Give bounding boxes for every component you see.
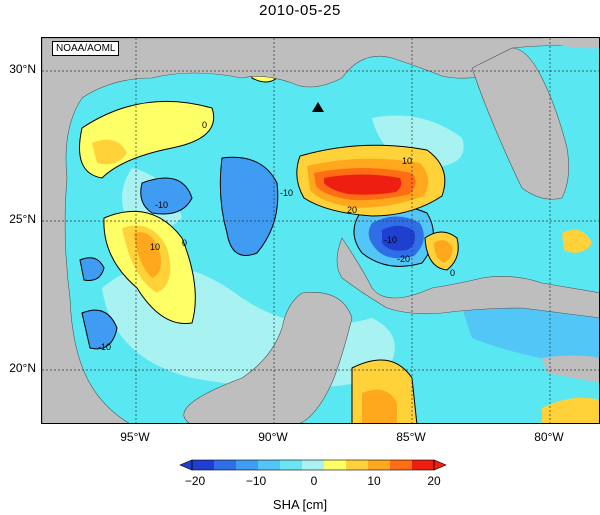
contour-label: 0 — [202, 120, 207, 130]
land-yucatan — [183, 292, 353, 423]
colorbar-cell — [346, 460, 369, 470]
lat-label: 30°N — [9, 62, 36, 76]
colorbar-cell — [214, 460, 237, 470]
colorbar-cell — [192, 460, 215, 470]
negative-region — [462, 296, 599, 368]
colorbar-right-arrow — [433, 459, 447, 471]
contour-label: 0 — [450, 268, 455, 278]
colorbar-cell — [302, 460, 325, 470]
contour-label: 20 — [347, 205, 357, 215]
positive-eddy — [562, 229, 592, 253]
colorbar-cell — [236, 460, 259, 470]
colorbar-cell — [324, 460, 347, 470]
contour-label: -10 — [98, 342, 111, 352]
lat-label: 25°N — [9, 212, 36, 226]
colorbar — [179, 459, 447, 471]
lon-label: 80°W — [534, 430, 564, 444]
colorbar-left-arrow — [179, 459, 193, 471]
contour-label: -10 — [280, 188, 293, 198]
colorbar-cell — [390, 460, 413, 470]
credit-label: NOAA/AOML — [52, 41, 120, 56]
positive-eddy-core — [92, 139, 127, 165]
land — [512, 38, 599, 49]
negative-eddy — [219, 156, 279, 256]
contour-label: 10 — [150, 242, 160, 252]
colorbar-tick: 0 — [310, 474, 318, 488]
contour-label: 10 — [402, 156, 412, 166]
contour-label: -20 — [397, 254, 410, 264]
positive-eddy-core — [134, 232, 161, 278]
lon-label: 90°W — [258, 430, 288, 444]
land-mexico-us — [42, 38, 599, 423]
positive-eddy-core — [324, 174, 402, 195]
colorbar-tick: −20 — [184, 474, 206, 488]
colorbar-tick: 10 — [367, 474, 381, 488]
map-title: 2010-05-25 — [259, 2, 341, 19]
contour-label: -10 — [155, 200, 168, 210]
contour-label: -10 — [384, 235, 397, 245]
positive-eddy — [542, 397, 599, 423]
land-cuba — [336, 237, 599, 319]
sha-map: 0 10 20 -10 -20 10 0 -10 -10 -10 0 — [42, 38, 599, 423]
graticule — [42, 38, 599, 423]
lat-label: 20°N — [9, 361, 36, 375]
colorbar-label: SHA [cm] — [272, 497, 328, 512]
negative-eddy — [81, 309, 118, 350]
positive-eddy-core — [434, 240, 453, 263]
land-island — [542, 355, 599, 383]
triangle-marker — [312, 102, 324, 112]
colorbar-cell — [412, 460, 435, 470]
positive-eddy-core — [362, 389, 397, 423]
contour-labels: 0 10 20 -10 -20 10 0 -10 -10 -10 0 — [98, 120, 455, 352]
negative-eddy — [79, 257, 105, 281]
lon-label: 85°W — [396, 430, 426, 444]
lon-label: 95°W — [120, 430, 150, 444]
negative-eddy — [140, 177, 193, 215]
land-florida — [471, 47, 569, 200]
negative-eddy-core — [382, 225, 416, 251]
colorbar-cell — [258, 460, 281, 470]
map-plot-area: 0 10 20 -10 -20 10 0 -10 -10 -10 0 — [41, 37, 600, 424]
colorbar-frame — [191, 459, 435, 471]
colorbar-cell — [368, 460, 391, 470]
colorbar-cell — [280, 460, 303, 470]
colorbar-tick: 20 — [427, 474, 441, 488]
contour-label: 0 — [182, 238, 187, 248]
colorbar-tick: −10 — [245, 474, 267, 488]
